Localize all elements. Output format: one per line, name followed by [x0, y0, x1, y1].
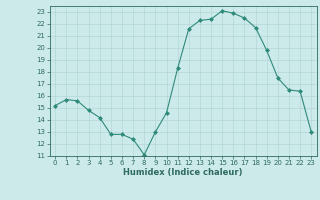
X-axis label: Humidex (Indice chaleur): Humidex (Indice chaleur)	[124, 168, 243, 177]
